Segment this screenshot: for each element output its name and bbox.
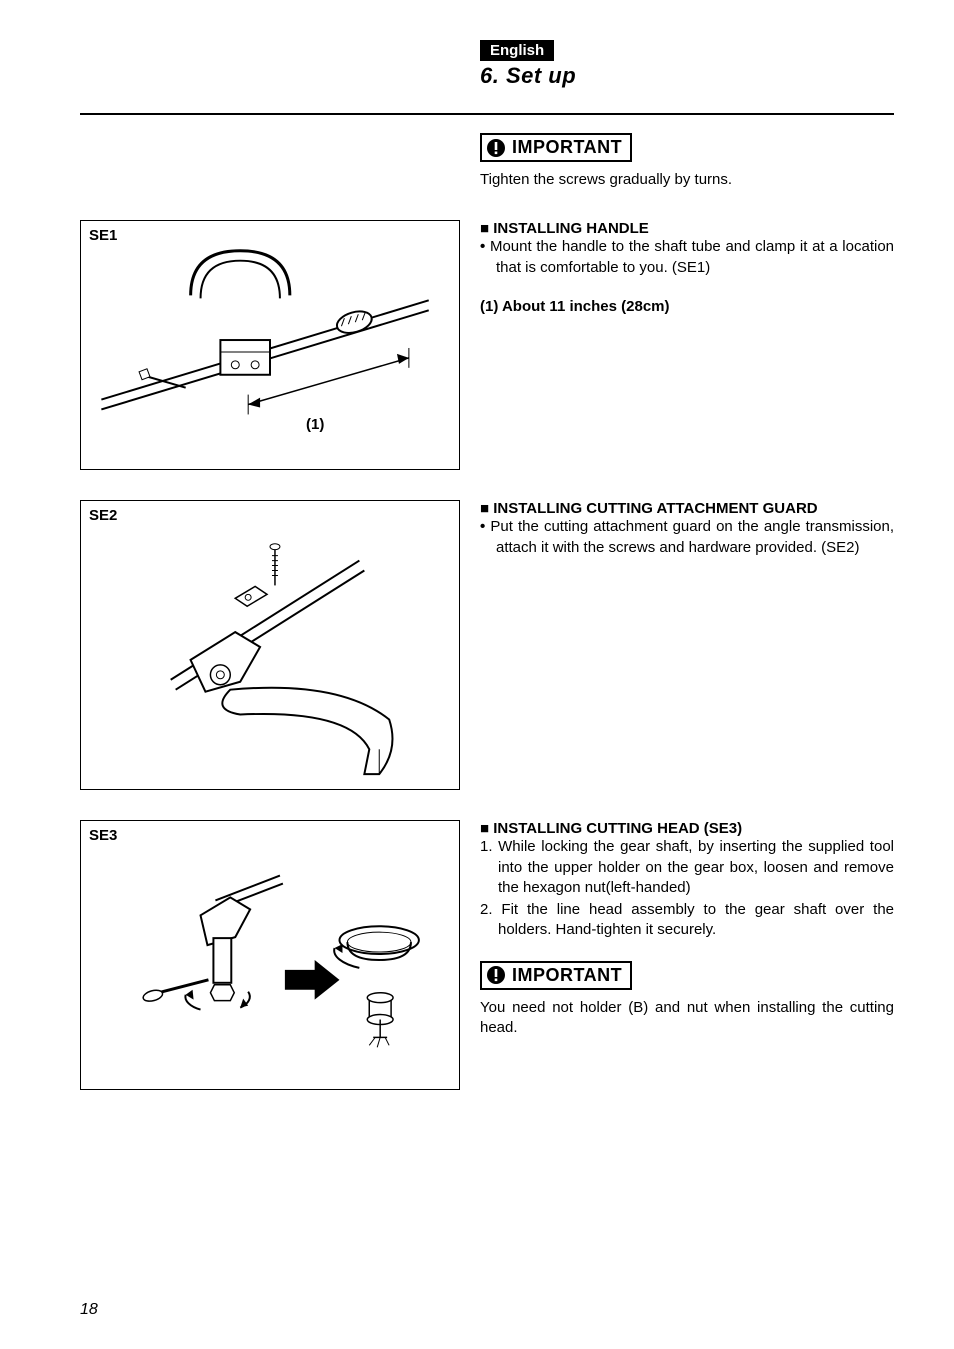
- section-se2-text: INSTALLING CUTTING ATTACHMENT GUARD Put …: [480, 500, 894, 790]
- list-item: 1. While locking the gear shaft, by inse…: [480, 837, 894, 898]
- important-callout: IMPORTANT: [480, 961, 632, 990]
- subhead-handle: INSTALLING HANDLE: [480, 220, 894, 237]
- important-callout: IMPORTANT: [480, 133, 632, 162]
- list-item: Put the cutting attachment guard on the …: [480, 517, 894, 558]
- top-important-block: IMPORTANT Tighten the screws gradually b…: [480, 133, 920, 190]
- figure-label-se1: SE1: [89, 227, 117, 244]
- figure-se2: SE2: [80, 500, 460, 790]
- section-se3-text: INSTALLING CUTTING HEAD (SE3) 1. While l…: [480, 820, 894, 1090]
- figure-se1-svg: [81, 221, 459, 469]
- page-header: English 6. Set up: [480, 40, 894, 89]
- page-number: 18: [80, 1301, 98, 1319]
- section-se3: SE3: [80, 820, 894, 1090]
- figure-se3-svg: [81, 821, 459, 1089]
- chapter-title: 6. Set up: [480, 63, 894, 89]
- se1-bullets: Mount the handle to the shaft tube and c…: [480, 237, 894, 278]
- section-se1-text: INSTALLING HANDLE Mount the handle to th…: [480, 220, 894, 470]
- header-rule: [80, 113, 894, 115]
- important-text: Tighten the screws gradually by turns.: [480, 170, 920, 190]
- warning-icon: [486, 138, 506, 158]
- important-label: IMPORTANT: [512, 965, 622, 986]
- section-se2: SE2 INSTALLING CUTTING ATTACHMENT GUARD …: [80, 500, 894, 790]
- section-se1: SE1: [80, 220, 894, 470]
- figure-se3: SE3: [80, 820, 460, 1090]
- se1-note: (1) About 11 inches (28cm): [480, 298, 894, 315]
- se2-bullets: Put the cutting attachment guard on the …: [480, 517, 894, 558]
- important-label: IMPORTANT: [512, 137, 622, 158]
- figure-label-se2: SE2: [89, 507, 117, 524]
- figure-se1-callout: (1): [306, 416, 324, 433]
- figure-label-se3: SE3: [89, 827, 117, 844]
- warning-icon: [486, 965, 506, 985]
- list-item: 2. Fit the line head assembly to the gea…: [480, 900, 894, 941]
- important-text: You need not holder (B) and nut when ins…: [480, 998, 894, 1039]
- figure-se2-svg: [81, 501, 459, 789]
- list-item: Mount the handle to the shaft tube and c…: [480, 237, 894, 278]
- subhead-cutting-head: INSTALLING CUTTING HEAD (SE3): [480, 820, 894, 837]
- language-badge: English: [480, 40, 554, 61]
- figure-se1: SE1: [80, 220, 460, 470]
- subhead-guard: INSTALLING CUTTING ATTACHMENT GUARD: [480, 500, 894, 517]
- se3-list: 1. While locking the gear shaft, by inse…: [480, 837, 894, 940]
